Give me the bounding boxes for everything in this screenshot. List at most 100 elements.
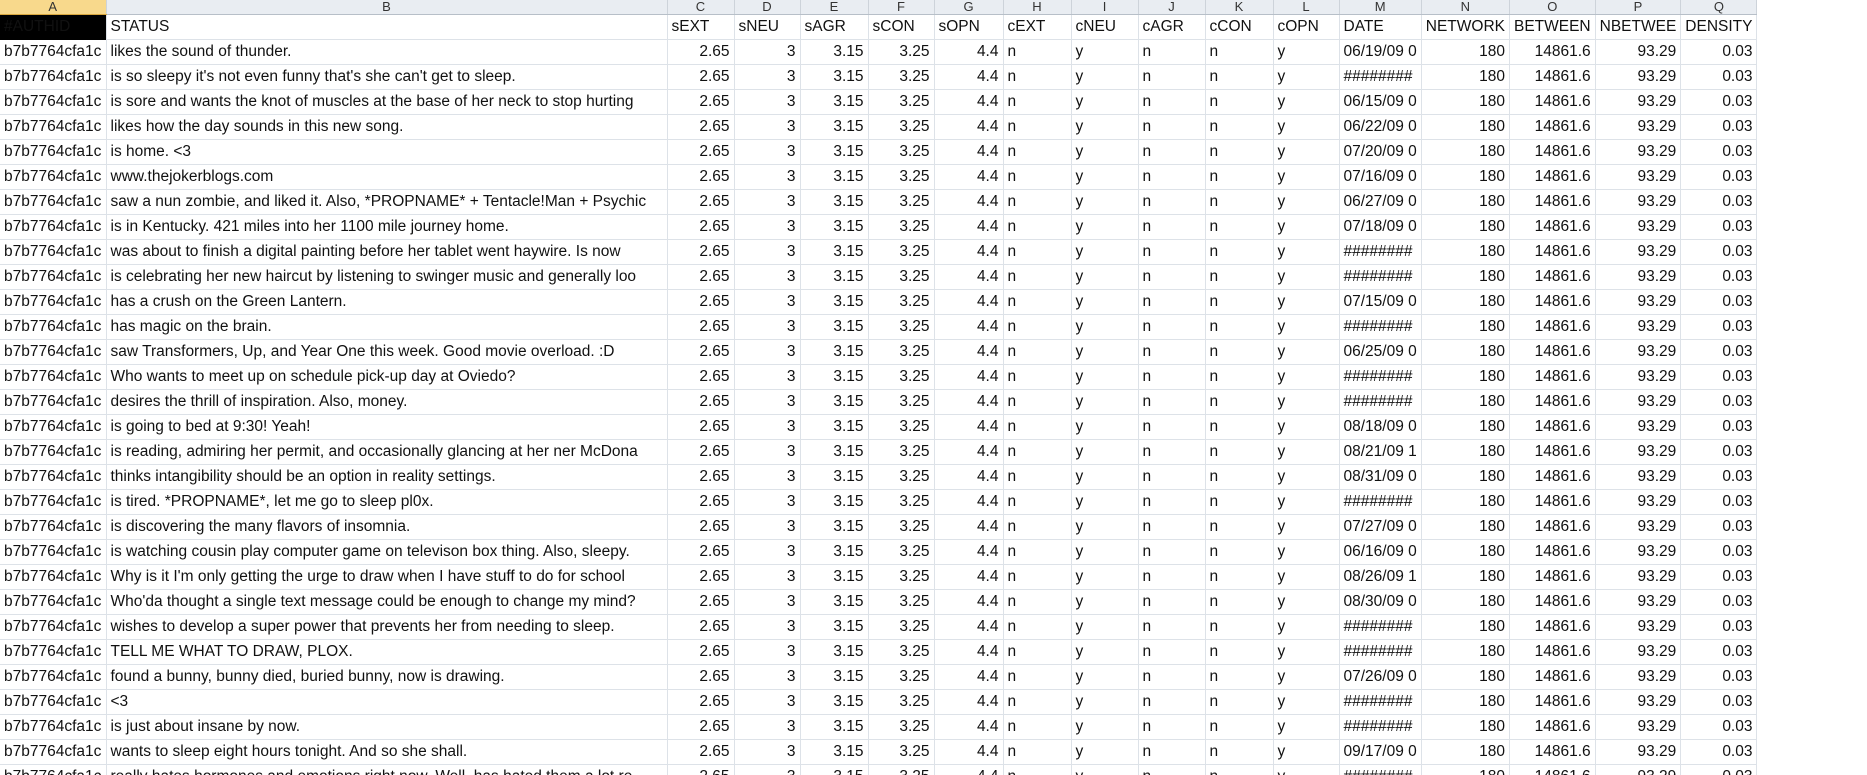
grid-cell[interactable]: 180 <box>1421 339 1510 365</box>
grid-cell[interactable]: b7b7764cfa1c <box>0 414 107 440</box>
grid-cell[interactable]: y <box>1071 489 1139 515</box>
grid-cell[interactable]: 93.29 <box>1595 314 1682 340</box>
grid-cell[interactable]: saw a nun zombie, and liked it. Also, *P… <box>106 189 668 215</box>
grid-cell[interactable]: 93.29 <box>1595 89 1682 115</box>
grid-cell[interactable]: b7b7764cfa1c <box>0 539 107 565</box>
grid-cell[interactable]: 14861.6 <box>1509 139 1596 165</box>
grid-cell[interactable]: 93.29 <box>1595 439 1682 465</box>
grid-cell[interactable]: 06/19/09 0 <box>1339 39 1422 65</box>
grid-cell[interactable]: 2.65 <box>667 614 735 640</box>
grid-cell[interactable]: 3.15 <box>800 364 869 390</box>
grid-cell[interactable]: 4.4 <box>934 489 1004 515</box>
grid-cell[interactable]: 180 <box>1421 739 1510 765</box>
grid-cell[interactable]: n <box>1138 364 1206 390</box>
grid-cell[interactable]: 93.29 <box>1595 289 1682 315</box>
grid-cell[interactable]: 0.03 <box>1680 289 1758 315</box>
grid-cell[interactable]: 2.65 <box>667 314 735 340</box>
grid-cell[interactable]: n <box>1138 289 1206 315</box>
grid-cell[interactable]: 07/16/09 0 <box>1339 164 1422 190</box>
grid-cell[interactable]: 3.25 <box>868 514 935 540</box>
grid-cell[interactable]: n <box>1138 489 1206 515</box>
grid-cell[interactable]: n <box>1138 614 1206 640</box>
grid-cell[interactable]: y <box>1273 289 1340 315</box>
column-header-h[interactable]: H <box>1003 0 1072 15</box>
grid-cell[interactable]: n <box>1003 39 1072 65</box>
header-cell-q[interactable]: DENSITY <box>1680 14 1758 40</box>
grid-cell[interactable]: y <box>1273 564 1340 590</box>
grid-cell[interactable]: 3.25 <box>868 89 935 115</box>
grid-cell[interactable]: 14861.6 <box>1509 239 1596 265</box>
grid-cell[interactable]: b7b7764cfa1c <box>0 89 107 115</box>
grid-cell[interactable]: 3 <box>734 414 801 440</box>
grid-cell[interactable]: b7b7764cfa1c <box>0 189 107 215</box>
grid-cell[interactable]: y <box>1273 364 1340 390</box>
grid-cell[interactable]: 2.65 <box>667 439 735 465</box>
grid-cell[interactable]: 3.15 <box>800 389 869 415</box>
column-header-d[interactable]: D <box>734 0 801 15</box>
grid-cell[interactable]: 93.29 <box>1595 264 1682 290</box>
grid-cell[interactable]: 93.29 <box>1595 364 1682 390</box>
grid-cell[interactable]: ######## <box>1339 489 1422 515</box>
grid-cell[interactable]: y <box>1071 289 1139 315</box>
grid-cell[interactable]: is reading, admiring her permit, and occ… <box>106 439 668 465</box>
grid-cell[interactable]: 14861.6 <box>1509 614 1596 640</box>
grid-cell[interactable]: 3.15 <box>800 414 869 440</box>
grid-cell[interactable]: n <box>1205 114 1274 140</box>
grid-cell[interactable]: 09/17/09 0 <box>1339 739 1422 765</box>
grid-cell[interactable]: 3.15 <box>800 564 869 590</box>
grid-cell[interactable]: 2.65 <box>667 764 735 775</box>
grid-cell[interactable]: y <box>1273 164 1340 190</box>
grid-cell[interactable]: 4.4 <box>934 164 1004 190</box>
column-header-m[interactable]: M <box>1339 0 1422 15</box>
grid-cell[interactable]: n <box>1205 439 1274 465</box>
grid-cell[interactable]: is so sleepy it's not even funny that's … <box>106 64 668 90</box>
grid-cell[interactable]: 4.4 <box>934 614 1004 640</box>
grid-cell[interactable]: 4.4 <box>934 39 1004 65</box>
grid-cell[interactable]: 08/18/09 0 <box>1339 414 1422 440</box>
grid-cell[interactable]: 14861.6 <box>1509 89 1596 115</box>
grid-cell[interactable]: 14861.6 <box>1509 539 1596 565</box>
grid-cell[interactable]: TELL ME WHAT TO DRAW, PLOX. <box>106 639 668 665</box>
grid-cell[interactable]: 4.4 <box>934 64 1004 90</box>
grid-cell[interactable]: y <box>1071 739 1139 765</box>
grid-cell[interactable]: n <box>1003 689 1072 715</box>
grid-cell[interactable]: ######## <box>1339 614 1422 640</box>
grid-cell[interactable]: 180 <box>1421 689 1510 715</box>
grid-cell[interactable]: 2.65 <box>667 114 735 140</box>
grid-cell[interactable]: 3 <box>734 489 801 515</box>
grid-cell[interactable]: b7b7764cfa1c <box>0 64 107 90</box>
grid-cell[interactable]: 4.4 <box>934 264 1004 290</box>
grid-cell[interactable]: y <box>1071 564 1139 590</box>
grid-cell[interactable]: is just about insane by now. <box>106 714 668 740</box>
grid-cell[interactable]: n <box>1003 239 1072 265</box>
grid-cell[interactable]: has magic on the brain. <box>106 314 668 340</box>
grid-cell[interactable]: ######## <box>1339 389 1422 415</box>
column-header-c[interactable]: C <box>667 0 735 15</box>
grid-cell[interactable]: y <box>1273 689 1340 715</box>
grid-cell[interactable]: y <box>1273 214 1340 240</box>
grid-cell[interactable]: 0.03 <box>1680 314 1758 340</box>
header-cell-c[interactable]: sEXT <box>667 14 735 40</box>
grid-cell[interactable]: 0.03 <box>1680 339 1758 365</box>
grid-cell[interactable]: 0.03 <box>1680 89 1758 115</box>
grid-cell[interactable]: 14861.6 <box>1509 389 1596 415</box>
grid-cell[interactable]: n <box>1003 64 1072 90</box>
grid-cell[interactable]: 4.4 <box>934 214 1004 240</box>
grid-cell[interactable]: 93.29 <box>1595 114 1682 140</box>
grid-cell[interactable]: 3 <box>734 289 801 315</box>
grid-cell[interactable]: n <box>1138 114 1206 140</box>
grid-cell[interactable]: y <box>1071 64 1139 90</box>
grid-cell[interactable]: 4.4 <box>934 239 1004 265</box>
grid-cell[interactable]: b7b7764cfa1c <box>0 564 107 590</box>
grid-cell[interactable]: 2.65 <box>667 714 735 740</box>
grid-cell[interactable]: 4.4 <box>934 664 1004 690</box>
column-header-e[interactable]: E <box>800 0 869 15</box>
grid-cell[interactable]: n <box>1205 664 1274 690</box>
grid-cell[interactable]: 3.25 <box>868 439 935 465</box>
grid-cell[interactable]: 0.03 <box>1680 364 1758 390</box>
grid-cell[interactable]: y <box>1273 489 1340 515</box>
grid-cell[interactable]: n <box>1205 564 1274 590</box>
grid-cell[interactable]: Who wants to meet up on schedule pick-up… <box>106 364 668 390</box>
column-header-o[interactable]: O <box>1509 0 1596 15</box>
grid-cell[interactable]: n <box>1205 639 1274 665</box>
